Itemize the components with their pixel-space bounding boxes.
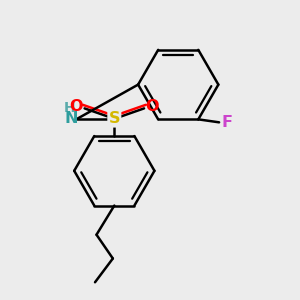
- Text: N: N: [64, 111, 78, 126]
- Text: O: O: [146, 99, 159, 114]
- Text: S: S: [109, 111, 120, 126]
- Text: O: O: [70, 99, 83, 114]
- Text: F: F: [221, 115, 233, 130]
- Text: H: H: [64, 101, 76, 115]
